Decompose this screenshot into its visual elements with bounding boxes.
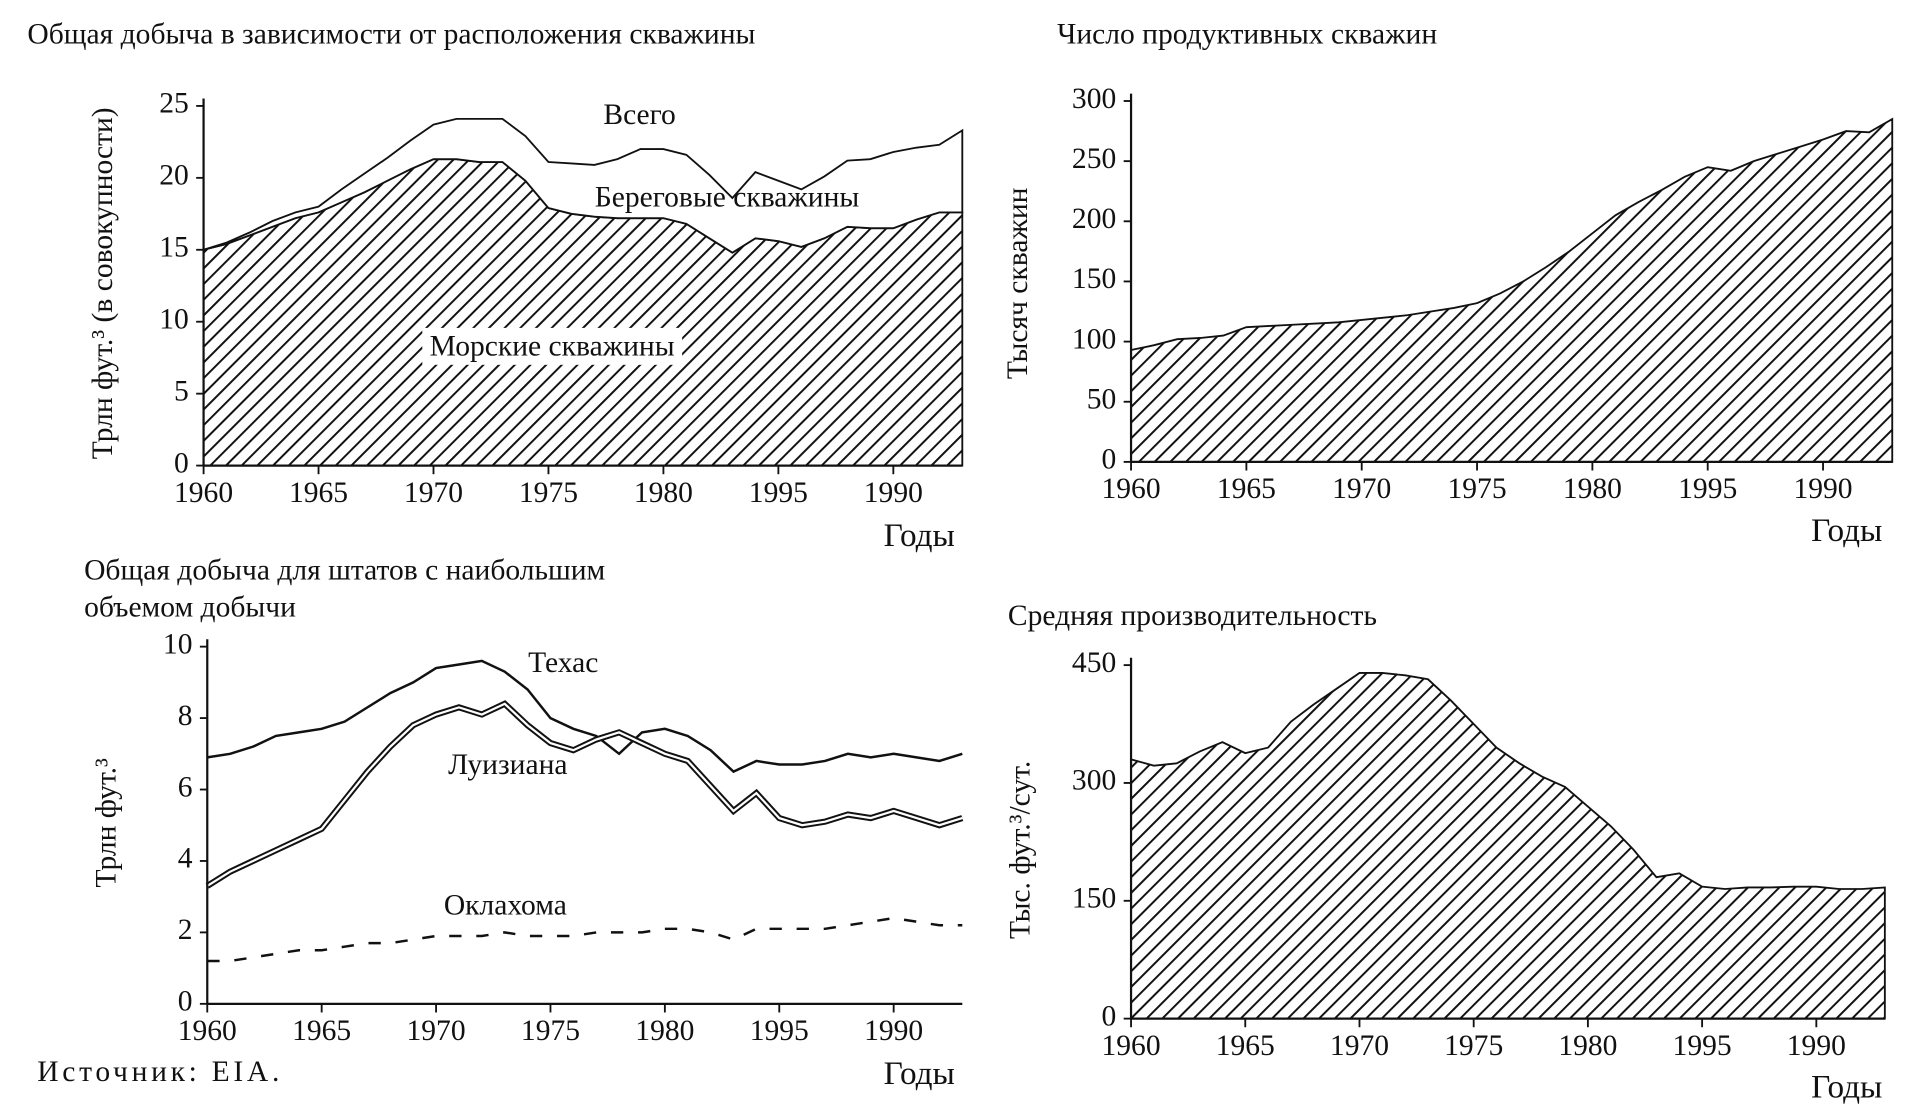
x-axis-label: Годы	[884, 1055, 955, 1092]
chart-title: Общая добыча для штатов с наибольшим	[84, 555, 605, 587]
x-tick-label: 1975	[1447, 473, 1506, 505]
y-tick-label: 20	[159, 160, 189, 192]
area	[1130, 672, 1886, 1020]
y-tick-label: 5	[174, 375, 189, 407]
series-label: Морские скважины	[430, 330, 675, 362]
y-tick-label: 2	[178, 914, 193, 946]
y-tick-label: 250	[1072, 143, 1116, 175]
annotation: Всего	[603, 99, 675, 131]
x-tick-label: 1970	[1330, 1030, 1389, 1062]
area	[203, 117, 964, 254]
y-tick-label: 300	[1072, 83, 1116, 115]
x-tick-label: 1980	[635, 1015, 694, 1047]
y-tick-label: 10	[163, 628, 193, 660]
y-axis-label: Трлн фут.³ (в совокупности)	[87, 107, 119, 459]
series-label: Оклахома	[444, 890, 567, 922]
y-tick-label: 25	[159, 88, 189, 120]
series-label: Луизиана	[448, 749, 567, 781]
y-tick-label: 4	[178, 843, 193, 875]
x-tick-label: 1990	[1787, 1030, 1846, 1062]
x-tick-label: 1995	[1673, 1030, 1732, 1062]
series-label: Береговые скважины	[595, 181, 860, 213]
chart-title: Число продуктивных скважин	[1057, 19, 1437, 51]
x-tick-label: 1990	[864, 1015, 923, 1047]
y-tick-label: 200	[1072, 203, 1116, 235]
line	[207, 916, 963, 963]
y-tick-label: 50	[1087, 384, 1117, 416]
x-tick-label: 1965	[289, 477, 348, 509]
y-tick-label: 0	[174, 447, 189, 479]
x-axis-label: Годы	[1811, 512, 1882, 549]
x-tick-label: 1990	[864, 477, 923, 509]
y-tick-label: 100	[1072, 323, 1116, 355]
series-label: Техас	[528, 647, 598, 679]
x-tick-label: 1975	[519, 477, 578, 509]
y-tick-label: 0	[1101, 444, 1116, 476]
x-axis-label: Годы	[1811, 1069, 1882, 1106]
y-tick-label: 0	[178, 986, 193, 1018]
x-tick-label: 1960	[178, 1015, 237, 1047]
y-tick-label: 10	[159, 304, 189, 336]
x-axis-label: Годы	[884, 517, 955, 554]
x-tick-label: 1960	[1102, 473, 1161, 505]
x-tick-label: 1970	[1332, 473, 1391, 505]
x-tick-label: 1975	[1444, 1030, 1503, 1062]
y-axis-label: Тыс. фут.³/сут.	[1004, 761, 1036, 939]
x-tick-label: 1980	[634, 477, 693, 509]
y-tick-label: 300	[1072, 765, 1116, 797]
x-tick-label: 1965	[1217, 473, 1276, 505]
x-tick-label: 1995	[1678, 473, 1737, 505]
y-tick-label: 150	[1072, 263, 1116, 295]
y-tick-label: 8	[178, 700, 193, 732]
chart-title: Общая добыча в зависимости от расположен…	[27, 19, 755, 51]
x-tick-label: 1970	[407, 1015, 466, 1047]
area	[1130, 117, 1894, 463]
x-tick-label: 1980	[1558, 1030, 1617, 1062]
x-tick-label: 1960	[1102, 1030, 1161, 1062]
y-tick-label: 6	[178, 771, 193, 803]
x-tick-label: 1990	[1793, 473, 1852, 505]
x-tick-label: 1960	[174, 477, 233, 509]
x-tick-label: 1970	[404, 477, 463, 509]
chart-title: Средняя производительность	[1008, 600, 1377, 632]
y-axis-label: Трлн фут.³	[91, 758, 123, 888]
x-tick-label: 1995	[749, 477, 808, 509]
y-axis-label: Тысяч скважин	[1002, 187, 1034, 379]
x-tick-label: 1980	[1563, 473, 1622, 505]
x-tick-label: 1965	[1216, 1030, 1275, 1062]
y-tick-label: 450	[1072, 647, 1116, 679]
source-note: Источник: EIA.	[37, 1056, 283, 1088]
line-inner	[206, 702, 963, 887]
y-tick-label: 150	[1072, 883, 1116, 915]
y-tick-label: 0	[1101, 1000, 1116, 1032]
y-tick-label: 15	[159, 232, 189, 264]
x-tick-label: 1975	[521, 1015, 580, 1047]
label-background	[422, 327, 683, 365]
chart-title: объемом добычи	[84, 591, 296, 623]
line	[207, 659, 963, 774]
x-tick-label: 1995	[750, 1015, 809, 1047]
x-tick-label: 1965	[292, 1015, 351, 1047]
